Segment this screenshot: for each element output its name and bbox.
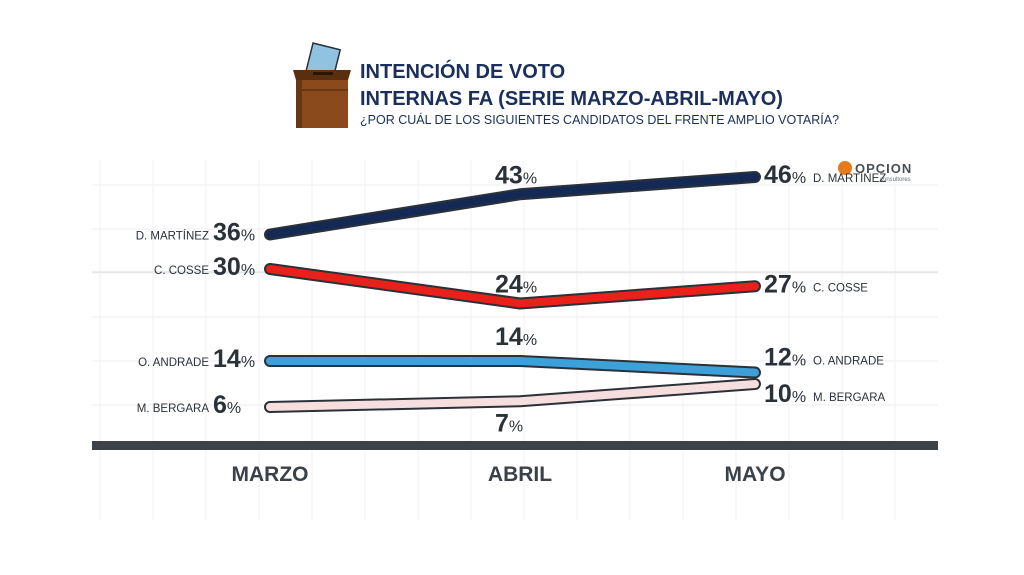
data-label: 46% (764, 161, 806, 189)
series-1: 30% 24% 27% C. COSSE C. COSSE (154, 253, 868, 310)
series-line (266, 380, 759, 411)
opcion-logo: OPCION consultores (838, 161, 912, 183)
data-label: 10% (764, 380, 806, 408)
series-3: 6% 7% 10% M. BERGARA M. BERGARA (137, 378, 886, 437)
data-label: 24% (495, 271, 537, 299)
series-name-left: D. MARTÍNEZ (136, 230, 209, 243)
chart-title-line2: INTERNAS FA (SERIE MARZO-ABRIL-MAYO) (360, 88, 783, 110)
series-name-right: D. MARTÍNEZ (813, 172, 886, 185)
x-axis-ticks: MARZO ABRIL MAYO (232, 463, 786, 486)
data-label: 43% (495, 161, 537, 189)
data-label: 27% (764, 270, 806, 298)
chart-question: ¿POR CUÁL DE LOS SIGUIENTES CANDIDATOS D… (360, 112, 839, 127)
series-name-right: C. COSSE (813, 282, 868, 294)
x-tick-label: MAYO (724, 463, 785, 486)
logo-sub: consultores (880, 177, 911, 183)
data-label: 12% (764, 344, 806, 372)
series-name-right: M. BERGARA (813, 392, 886, 404)
data-label: 7% (495, 409, 523, 437)
x-axis (92, 441, 938, 450)
data-label: 14% (495, 323, 537, 351)
series-layer: 36% 43% 46% D. MARTÍNEZ D. MARTÍNEZ 30% 24% 27%… (136, 161, 887, 437)
data-label: 6% (213, 391, 241, 419)
series-name-left: C. COSSE (154, 265, 209, 277)
series-line (266, 173, 759, 239)
series-name-right: O. ANDRADE (813, 356, 884, 368)
chart-title-line1: INTENCIÓN DE VOTO (360, 59, 565, 83)
data-label: 30% (213, 253, 255, 281)
logo-name: OPCION (855, 161, 912, 176)
data-label: 14% (213, 345, 255, 373)
series-line (266, 357, 759, 377)
data-label: 36% (213, 219, 255, 247)
series-2: 14% 14% 12% O. ANDRADE O. ANDRADE (138, 323, 884, 379)
series-name-left: O. ANDRADE (138, 357, 209, 369)
series-0: 36% 43% 46% D. MARTÍNEZ D. MARTÍNEZ (136, 161, 887, 247)
x-tick-label: MARZO (232, 463, 309, 486)
series-name-left: M. BERGARA (137, 403, 210, 415)
series-line (266, 265, 759, 308)
ballot-box-icon (293, 42, 351, 128)
x-tick-label: ABRIL (488, 463, 552, 486)
